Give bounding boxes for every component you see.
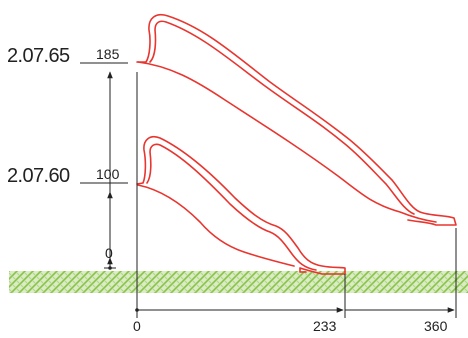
slide-short [136, 135, 346, 275]
vertical-dimension [80, 62, 128, 270]
horizontal-dimension [135, 72, 457, 318]
height-label-tall: 185 [96, 46, 120, 62]
product-code-short: 2.07.60 [7, 165, 70, 187]
slide-short-outer-edge [136, 135, 346, 275]
slide-tall-lower-side [137, 61, 437, 223]
ground-grass [9, 271, 468, 293]
slide-short-inner-edge [146, 143, 317, 271]
slide-tall-outer-edge [136, 14, 457, 226]
slide-short-lower-side [137, 184, 295, 267]
length-label-tall: 360 [424, 318, 448, 334]
height-label-short: 100 [96, 166, 120, 182]
product-code-tall: 2.07.65 [7, 45, 70, 67]
length-label-zero: 0 [133, 318, 141, 334]
length-label-short: 233 [313, 318, 337, 334]
slide-tall-inner-edge [149, 20, 415, 215]
height-label-zero: 0 [105, 245, 113, 261]
slide-tall [136, 14, 457, 226]
